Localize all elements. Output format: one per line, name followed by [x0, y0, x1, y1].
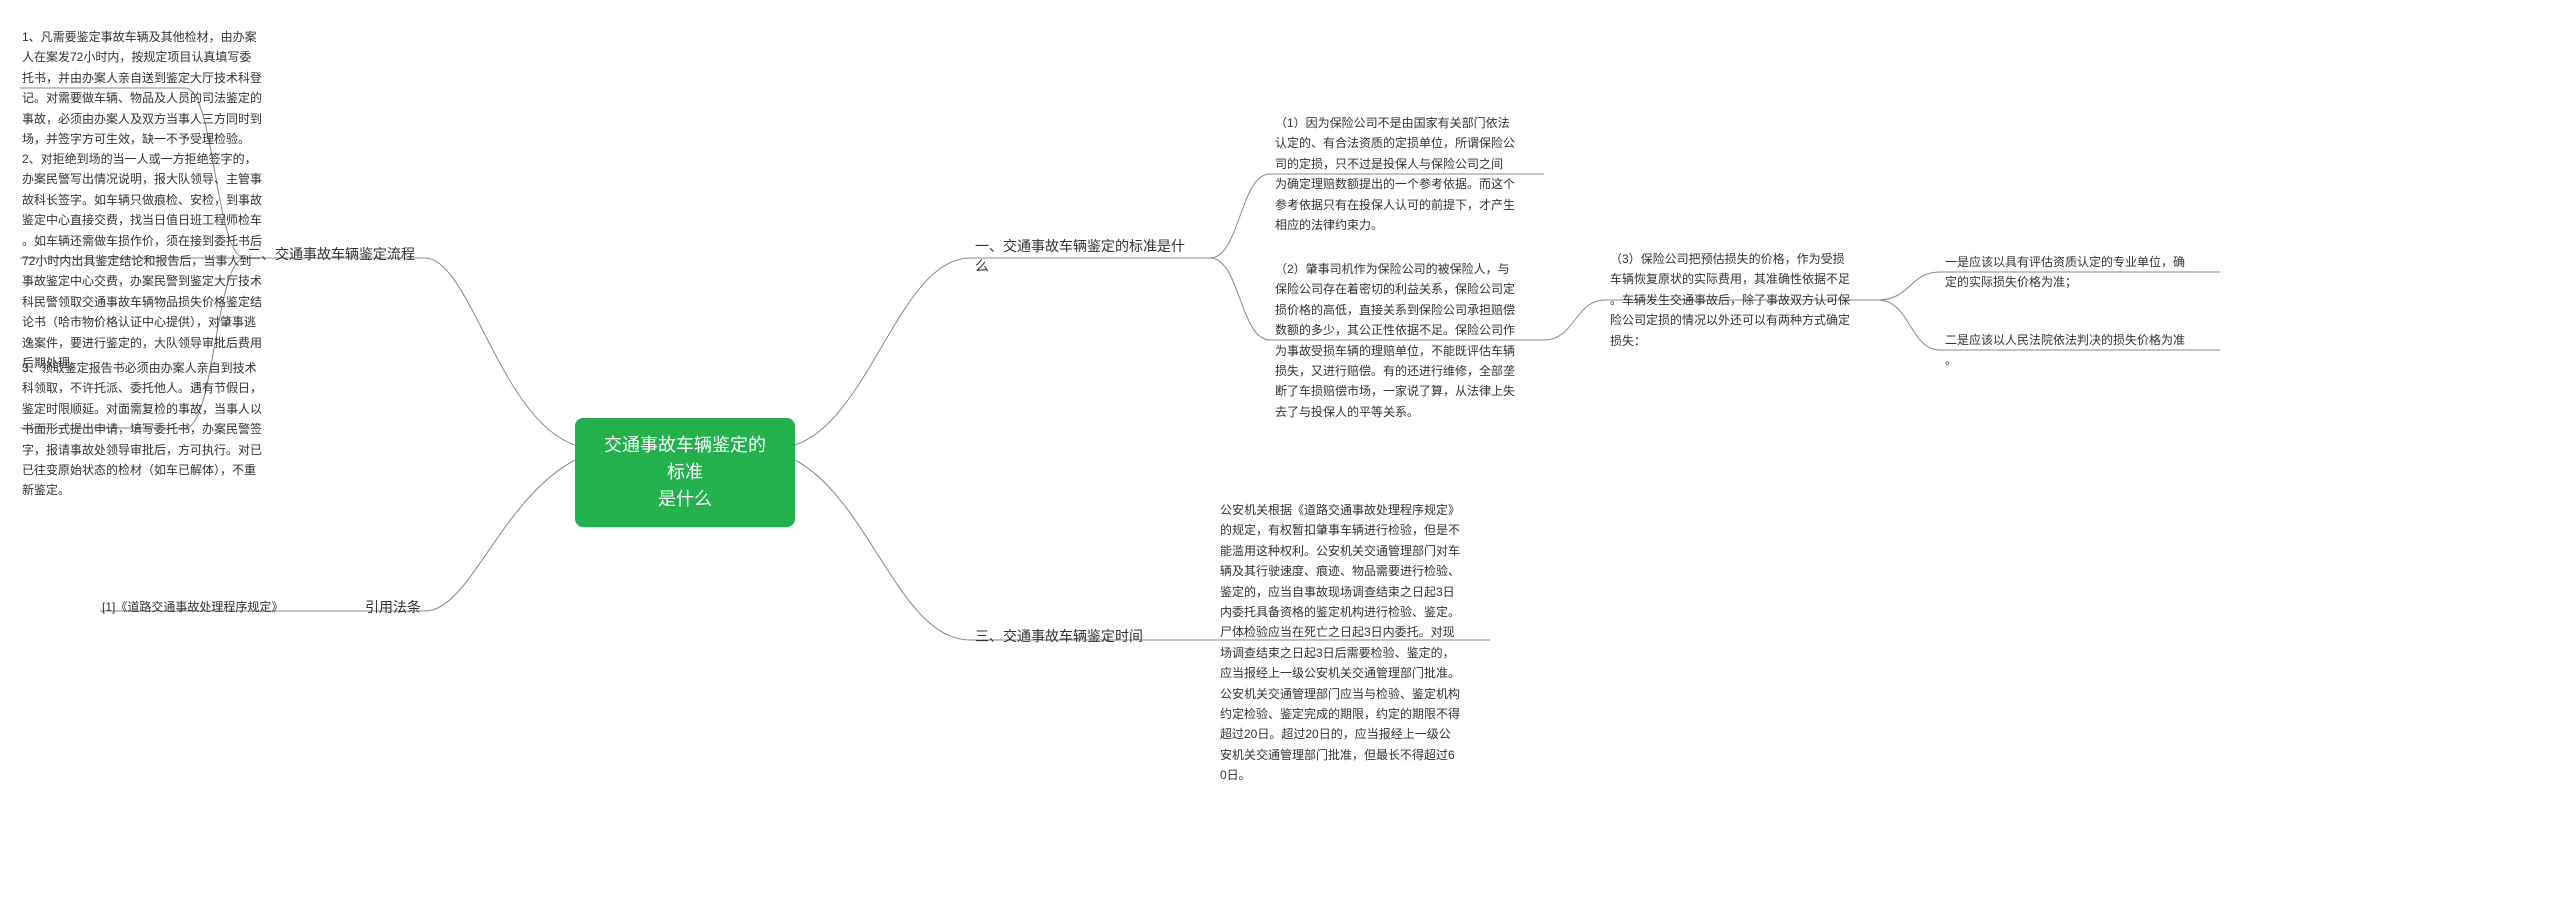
leaf-b2-c2: 2、对拒绝到场的当一人或一方拒绝签字的， 办案民警写出情况说明，报大队领导、主管… [22, 149, 284, 373]
branch-standard: 一、交通事故车辆鉴定的标准是什 么 [975, 236, 1207, 279]
branch-time: 三、交通事故车辆鉴定时间 [975, 626, 1143, 649]
leaf-b1-c2: （2）肇事司机作为保险公司的被保险人，与 保险公司存在着密切的利益关系，保险公司… [1275, 259, 1543, 422]
center-topic: 交通事故车辆鉴定的标准 是什么 [575, 418, 795, 527]
leaf-b3-c1: 公安机关根据《道路交通事故处理程序规定》 的规定，有权暂扣肇事车辆进行检验，但是… [1220, 500, 1488, 785]
leaf-b1-e1: 一是应该以具有评估资质认定的专业单位，确 定的实际损失价格为准； [1945, 252, 2225, 293]
leaf-b1-c1: （1）因为保险公司不是由国家有关部门依法 认定的、有合法资质的定损单位，所谓保险… [1275, 113, 1543, 235]
branch-law: 引用法条 [365, 597, 421, 620]
leaf-b2-c1: 1、凡需要鉴定事故车辆及其他检材，由办案 人在案发72小时内，按规定项目认真填写… [22, 27, 284, 149]
leaf-b1-e2: 二是应该以人民法院依法判决的损失价格为准 。 [1945, 330, 2225, 371]
leaf-b4-c1: [1]《道路交通事故处理程序规定》 [102, 597, 283, 617]
leaf-b1-c2-d1: （3）保险公司把预估损失的价格，作为受损 车辆恢复原状的实际费用，其准确性依据不… [1610, 249, 1878, 351]
leaf-b2-c3: 3、领取鉴定报告书必须由办案人亲自到技术 科领取，不许托派、委托他人。遇有节假日… [22, 358, 284, 501]
